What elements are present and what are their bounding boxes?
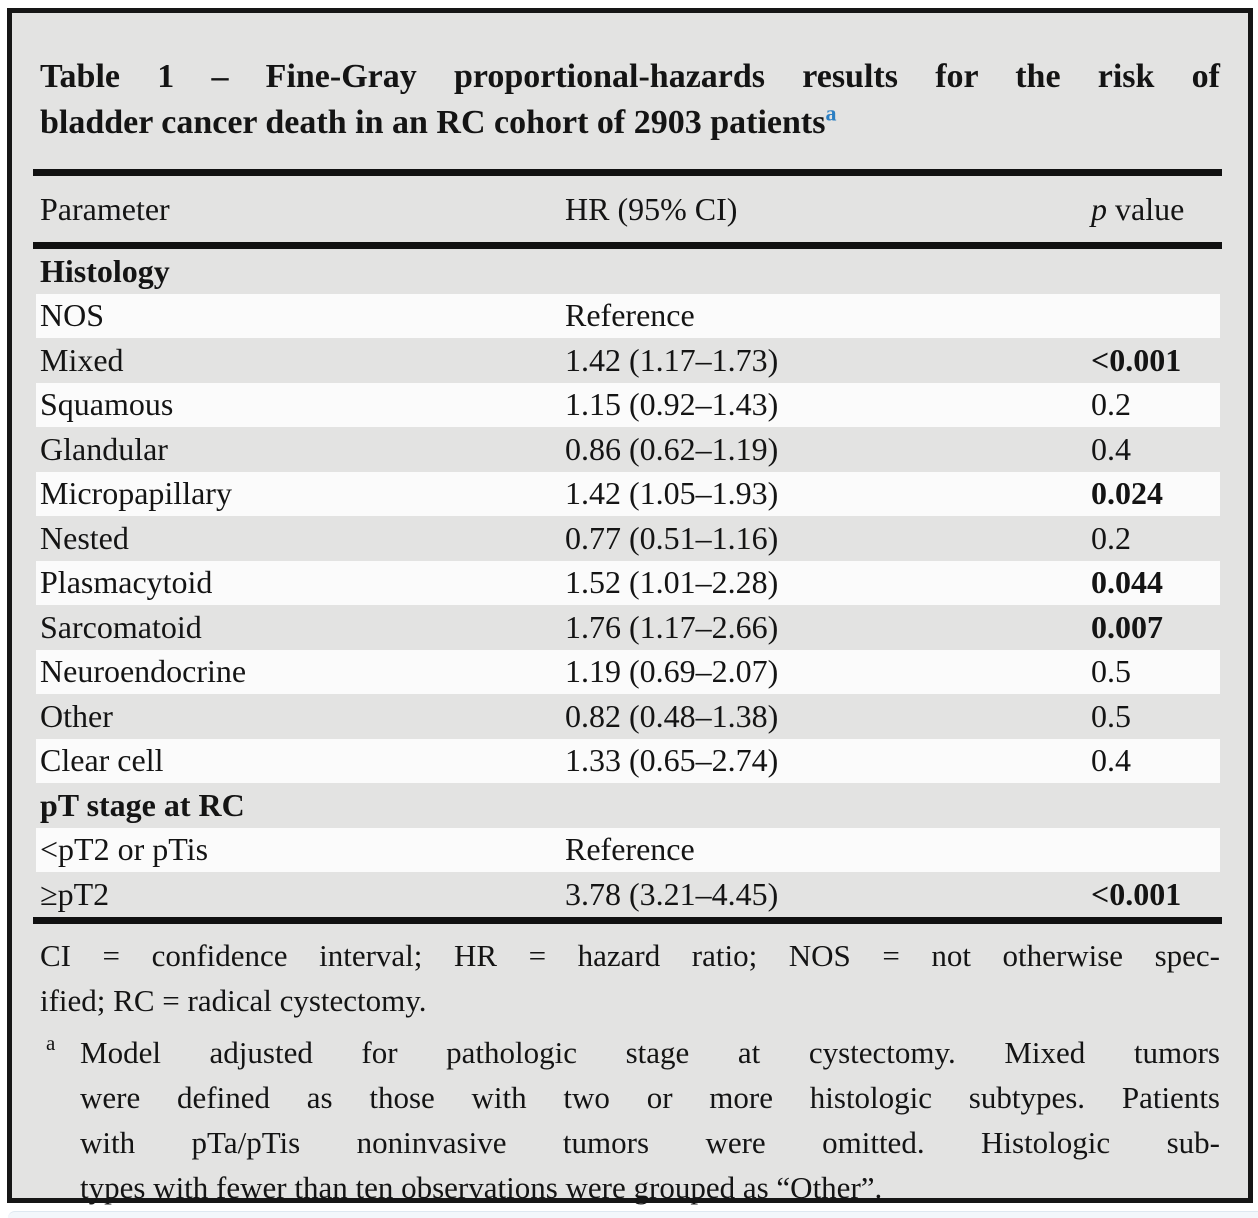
table-body: Histology NOS Reference Mixed 1.42 (1.17…: [36, 249, 1220, 917]
footnote-marker: a: [46, 1030, 56, 1055]
table-row-nos: NOS Reference: [36, 293, 1220, 338]
cell-pvalue: 0.044: [1091, 564, 1163, 601]
cell-parameter: Nested: [40, 519, 129, 556]
cell-parameter: Clear cell: [40, 742, 164, 779]
section-header-pt-stage: pT stage at RC: [40, 786, 245, 823]
col-header-hr: HR (95% CI): [565, 190, 738, 227]
cell-pvalue: 0.5: [1091, 697, 1131, 734]
table-row-ge-pt2: ≥pT2 3.78 (3.21–4.45) <0.001: [36, 872, 1220, 917]
cell-hr: 3.78 (3.21–4.45): [565, 875, 779, 912]
cell-hr: 1.42 (1.05–1.93): [565, 475, 779, 512]
cell-pvalue: 0.4: [1091, 430, 1131, 467]
rule-above-header: [33, 169, 1222, 176]
section-header-histology: Histology: [40, 252, 170, 289]
abbreviations-line1: CI = confidence interval; HR = hazard ra…: [40, 937, 1220, 973]
next-element-edge: [8, 1211, 1258, 1218]
abbreviations-note: CI = confidence interval; HR = hazard ra…: [40, 933, 1220, 1023]
cell-parameter: Neuroendocrine: [40, 653, 247, 690]
col-header-parameter: Parameter: [40, 190, 170, 227]
cell-hr: 0.77 (0.51–1.16): [565, 519, 779, 556]
cell-parameter: Micropapillary: [40, 475, 232, 512]
cell-hr: 1.76 (1.17–2.66): [565, 608, 779, 645]
table-title: Table 1 – Fine-Gray proportional-hazards…: [40, 54, 1220, 146]
cell-pvalue: 0.4: [1091, 742, 1131, 779]
cell-parameter: Squamous: [40, 386, 174, 423]
cell-pvalue: 0.2: [1091, 519, 1131, 556]
table-row-clear-cell: Clear cell 1.33 (0.65–2.74) 0.4: [36, 738, 1220, 783]
cell-parameter: <pT2 or pTis: [40, 831, 209, 868]
table-row-glandular: Glandular 0.86 (0.62–1.19) 0.4: [36, 427, 1220, 472]
footnote-text: Model adjusted for pathologic stage at c…: [80, 1030, 1220, 1210]
cell-pvalue: 0.2: [1091, 386, 1131, 423]
table-row-squamous: Squamous 1.15 (0.92–1.43) 0.2: [36, 382, 1220, 427]
cell-pvalue: 0.007: [1091, 608, 1163, 645]
footnote-line3: with pTa/pTis noninvasive tumors were om…: [80, 1124, 1220, 1160]
abbreviations-line2: ified; RC = radical cystectomy.: [40, 982, 427, 1018]
table-row-nested: Nested 0.77 (0.51–1.16) 0.2: [36, 516, 1220, 561]
cell-parameter: Other: [40, 697, 113, 734]
cell-hr: 0.86 (0.62–1.19): [565, 430, 779, 467]
table-row-plasmacytoid: Plasmacytoid 1.52 (1.01–2.28) 0.044: [36, 560, 1220, 605]
cell-hr: 1.15 (0.92–1.43): [565, 386, 779, 423]
cell-pvalue: <0.001: [1091, 875, 1182, 912]
table-row-neuroendocrine: Neuroendocrine 1.19 (0.69–2.07) 0.5: [36, 649, 1220, 694]
footnote-line2: were defined as those with two or more h…: [80, 1079, 1220, 1115]
footnote-a: a Model adjusted for pathologic stage at…: [36, 1030, 1220, 1210]
table-title-line2: bladder cancer death in an RC cohort of …: [40, 100, 837, 141]
table-row-lt-pt2: <pT2 or pTis Reference: [36, 827, 1220, 872]
table-header-row: Parameter HR (95% CI) p value: [36, 176, 1220, 242]
rule-bottom: [33, 916, 1222, 924]
cell-hr: 1.19 (0.69–2.07): [565, 653, 779, 690]
cell-parameter: Glandular: [40, 430, 168, 467]
cell-hr: Reference: [565, 831, 695, 868]
cell-hr: 0.82 (0.48–1.38): [565, 697, 779, 734]
cell-parameter: Plasmacytoid: [40, 564, 213, 601]
table-row-sarcomatoid: Sarcomatoid 1.76 (1.17–2.66) 0.007: [36, 605, 1220, 650]
table-row-other: Other 0.82 (0.48–1.38) 0.5: [36, 694, 1220, 739]
table-row-mixed: Mixed 1.42 (1.17–1.73) <0.001: [36, 338, 1220, 383]
cell-hr: 1.42 (1.17–1.73): [565, 341, 779, 378]
footnote-line4: types with fewer than ten observations w…: [80, 1169, 883, 1205]
table-row-micropapillary: Micropapillary 1.42 (1.05–1.93) 0.024: [36, 471, 1220, 516]
cell-hr: Reference: [565, 297, 695, 334]
cell-pvalue: 0.5: [1091, 653, 1131, 690]
cell-parameter: NOS: [40, 297, 105, 334]
rule-below-header: [33, 242, 1222, 249]
title-footnote-marker: a: [825, 100, 837, 126]
table-title-line1: Table 1 – Fine-Gray proportional-hazards…: [40, 58, 1220, 95]
col-header-pvalue: p value: [1091, 190, 1185, 227]
cell-pvalue: 0.024: [1091, 475, 1163, 512]
table1-figure: Table 1 – Fine-Gray proportional-hazards…: [7, 8, 1253, 1205]
cell-parameter: Mixed: [40, 341, 124, 378]
cell-parameter: Sarcomatoid: [40, 608, 202, 645]
footnote-line1: Model adjusted for pathologic stage at c…: [80, 1034, 1220, 1070]
cell-pvalue: <0.001: [1091, 341, 1182, 378]
cell-hr: 1.52 (1.01–2.28): [565, 564, 779, 601]
cell-hr: 1.33 (0.65–2.74): [565, 742, 779, 779]
cell-parameter: ≥pT2: [40, 875, 110, 912]
